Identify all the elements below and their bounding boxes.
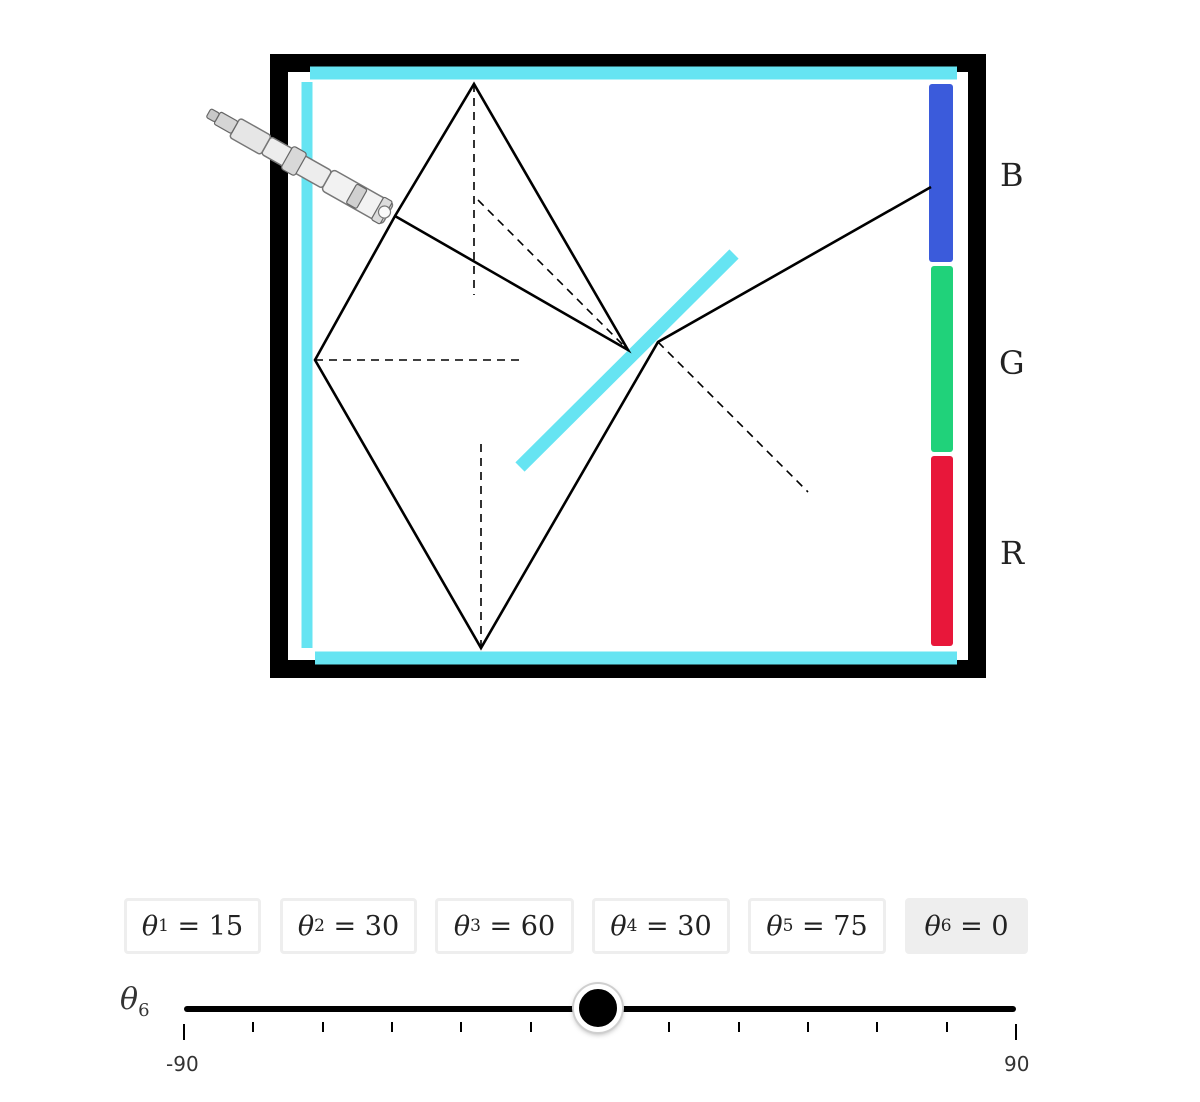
slider-label: θ6 xyxy=(120,982,150,1021)
slider-tick xyxy=(876,1022,879,1032)
slider-tick xyxy=(321,1022,324,1032)
angle-subscript: 2 xyxy=(314,916,325,936)
slider-max-label: 90 xyxy=(1004,1052,1030,1076)
slider-min-label: -90 xyxy=(166,1052,199,1076)
band-label-g: G xyxy=(999,344,1025,382)
band-blue xyxy=(929,84,953,262)
slider-label-symbol: θ xyxy=(120,982,139,1017)
slider-tick xyxy=(1015,1024,1017,1040)
angle-symbol: θ xyxy=(297,910,315,942)
angle-symbol: θ xyxy=(453,910,471,942)
mirror-diagonal[interactable] xyxy=(515,249,739,472)
angle-symbol: θ xyxy=(766,910,783,942)
band-label-b: B xyxy=(1000,156,1024,194)
angle-value: 60 xyxy=(520,910,556,942)
slider-tick xyxy=(529,1022,532,1032)
angle-subscript: 6 xyxy=(940,916,952,936)
slider-tick xyxy=(737,1022,740,1032)
normal-mirror-a xyxy=(477,199,629,351)
angle-value: 30 xyxy=(677,910,712,942)
slider-handle[interactable] xyxy=(574,984,622,1032)
slider-label-subscript: 6 xyxy=(138,1000,150,1021)
slider-tick xyxy=(252,1022,255,1032)
slider-tick xyxy=(945,1022,948,1032)
slider-tick xyxy=(668,1022,671,1032)
flashlight-icon[interactable] xyxy=(202,102,396,227)
angle-value: 15 xyxy=(208,910,244,942)
angle-symbol: θ xyxy=(924,910,941,942)
angle-subscript: 1 xyxy=(158,916,169,936)
angle-symbol: θ xyxy=(610,910,627,942)
band-label-r: R xyxy=(1000,534,1025,572)
light-ray xyxy=(313,81,932,651)
angle-value: 0 xyxy=(991,910,1009,942)
angle-value: 75 xyxy=(833,910,868,942)
optics-diagram: B G R xyxy=(202,54,1025,678)
slider-tick xyxy=(391,1022,393,1032)
angle-value: 30 xyxy=(364,910,400,942)
box-frame xyxy=(270,54,986,678)
slider-tick xyxy=(460,1022,463,1032)
angle-subscript: 4 xyxy=(626,916,638,936)
band-red xyxy=(931,456,953,646)
slider-tick xyxy=(807,1022,809,1032)
angle-subscript: 3 xyxy=(470,916,481,936)
slider-tick xyxy=(183,1024,185,1040)
angle-symbol: θ xyxy=(141,910,159,942)
normal-mirror-b xyxy=(657,341,809,493)
band-green xyxy=(931,266,953,452)
angle-subscript: 5 xyxy=(782,916,794,936)
